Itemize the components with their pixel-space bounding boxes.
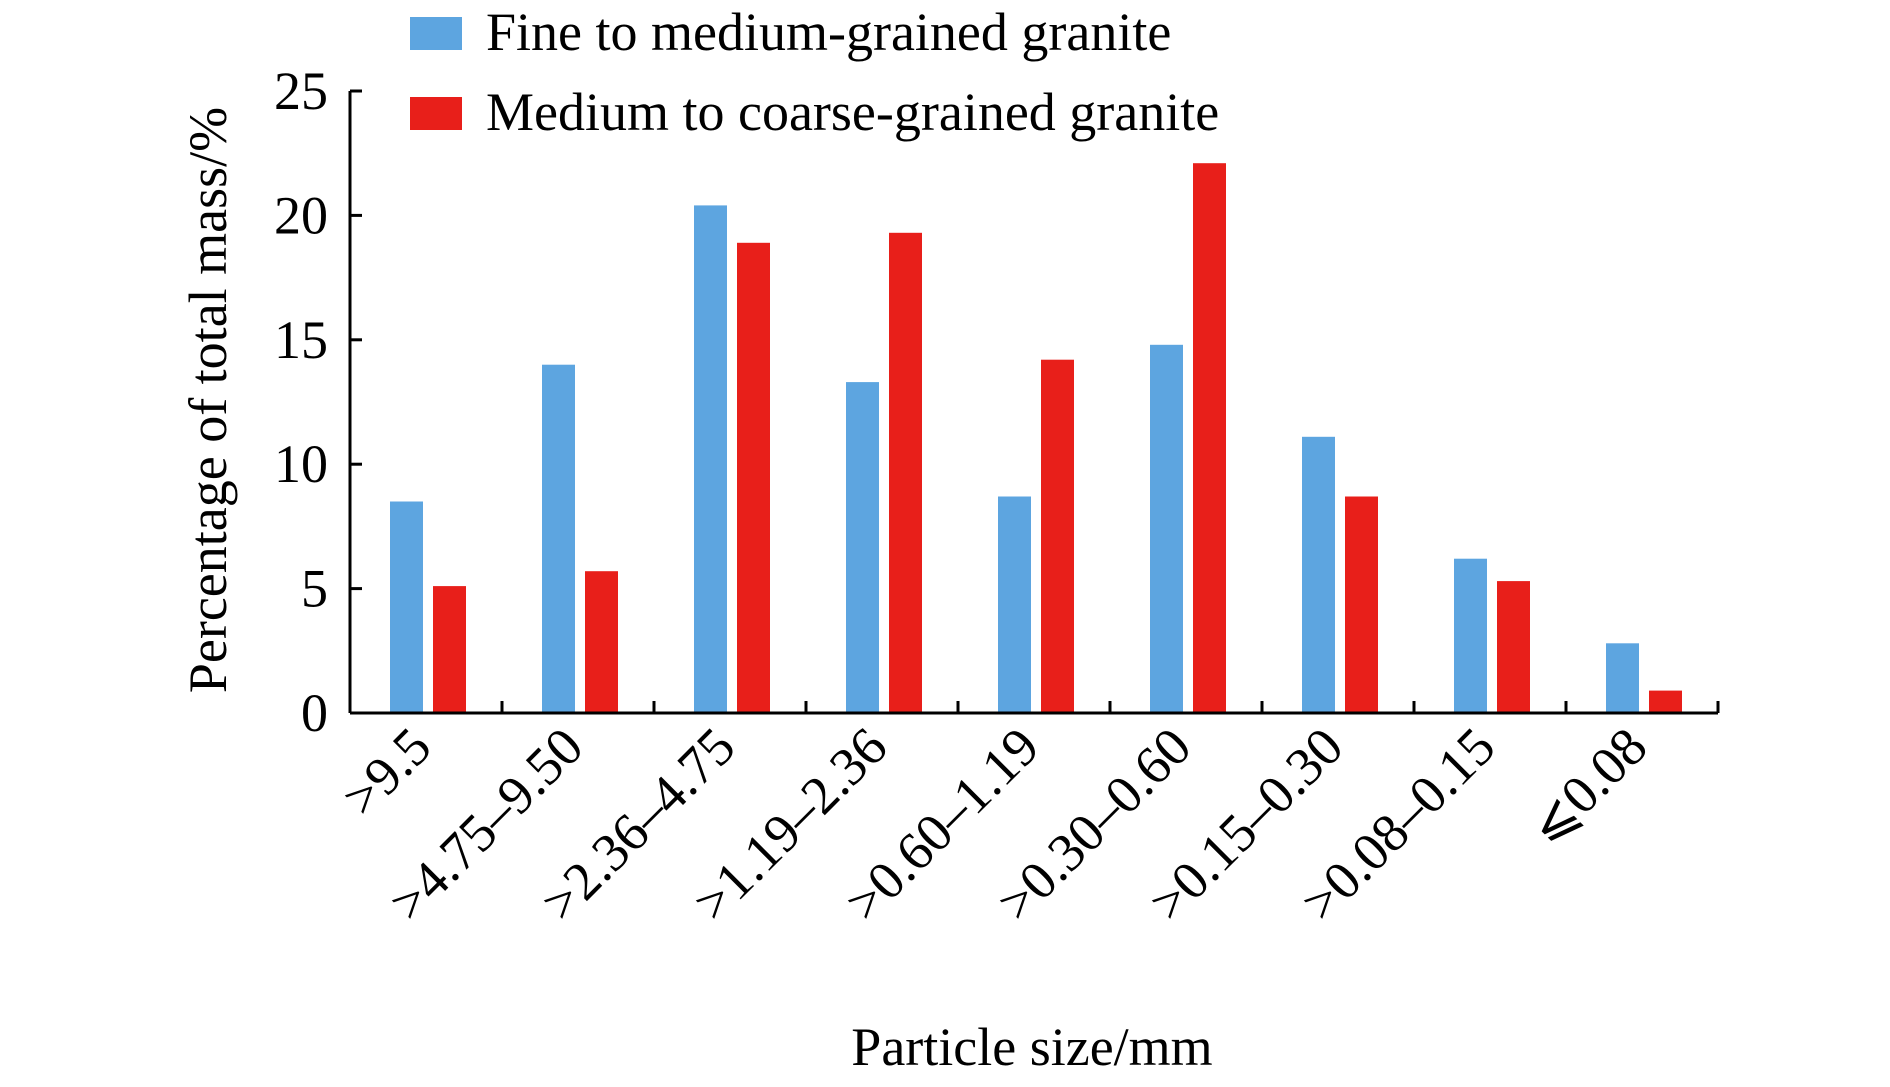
bar-series2-cat9 xyxy=(1649,690,1682,713)
bar-series2-cat2 xyxy=(585,571,618,713)
bar-series2-cat3 xyxy=(737,242,770,714)
y-tick-label: 20 xyxy=(274,185,328,245)
bar-series1-cat4 xyxy=(846,382,879,713)
bars xyxy=(390,163,1682,714)
bar-series2-cat4 xyxy=(889,232,922,714)
bar-series2-cat1 xyxy=(433,586,466,713)
y-axis-label: Percentage of total mass/% xyxy=(178,107,238,693)
legend-swatch-series2 xyxy=(410,97,462,130)
bar-series1-cat2 xyxy=(542,364,575,713)
bar-series1-cat6 xyxy=(1150,344,1183,713)
x-axis-label: Particle size/mm xyxy=(851,1017,1212,1077)
bar-series2-cat8 xyxy=(1497,581,1530,713)
legend-label-series2: Medium to coarse-grained granite xyxy=(486,82,1219,142)
bar-series2-cat6 xyxy=(1193,163,1226,713)
y-ticks: 0 5 10 15 20 25 xyxy=(274,61,362,743)
bar-series1-cat7 xyxy=(1302,436,1335,713)
y-tick-label: 0 xyxy=(301,683,328,743)
bar-series1-cat1 xyxy=(390,501,423,713)
x-tick-label: ⩽0.08 xyxy=(1517,716,1658,857)
legend-label-series1: Fine to medium-grained granite xyxy=(486,2,1171,62)
bar-series1-cat3 xyxy=(694,205,727,713)
y-tick-label: 25 xyxy=(274,61,328,121)
x-tick-label: >9.5 xyxy=(331,716,443,828)
bar-series1-cat8 xyxy=(1454,558,1487,713)
bar-series1-cat9 xyxy=(1606,643,1639,713)
bar-series2-cat7 xyxy=(1345,496,1378,713)
y-tick-label: 15 xyxy=(274,310,328,370)
legend-swatch-series1 xyxy=(410,17,462,50)
bar-series2-cat5 xyxy=(1041,359,1074,713)
legend: Fine to medium-grained granite Medium to … xyxy=(410,2,1219,142)
axes xyxy=(348,91,1718,715)
y-tick-label: 10 xyxy=(274,434,328,494)
bar-series1-cat5 xyxy=(998,496,1031,713)
x-ticks: >9.5>4.75–9.50>2.36–4.75>1.19–2.36>0.60–… xyxy=(331,701,1720,933)
y-tick-label: 5 xyxy=(301,559,328,619)
